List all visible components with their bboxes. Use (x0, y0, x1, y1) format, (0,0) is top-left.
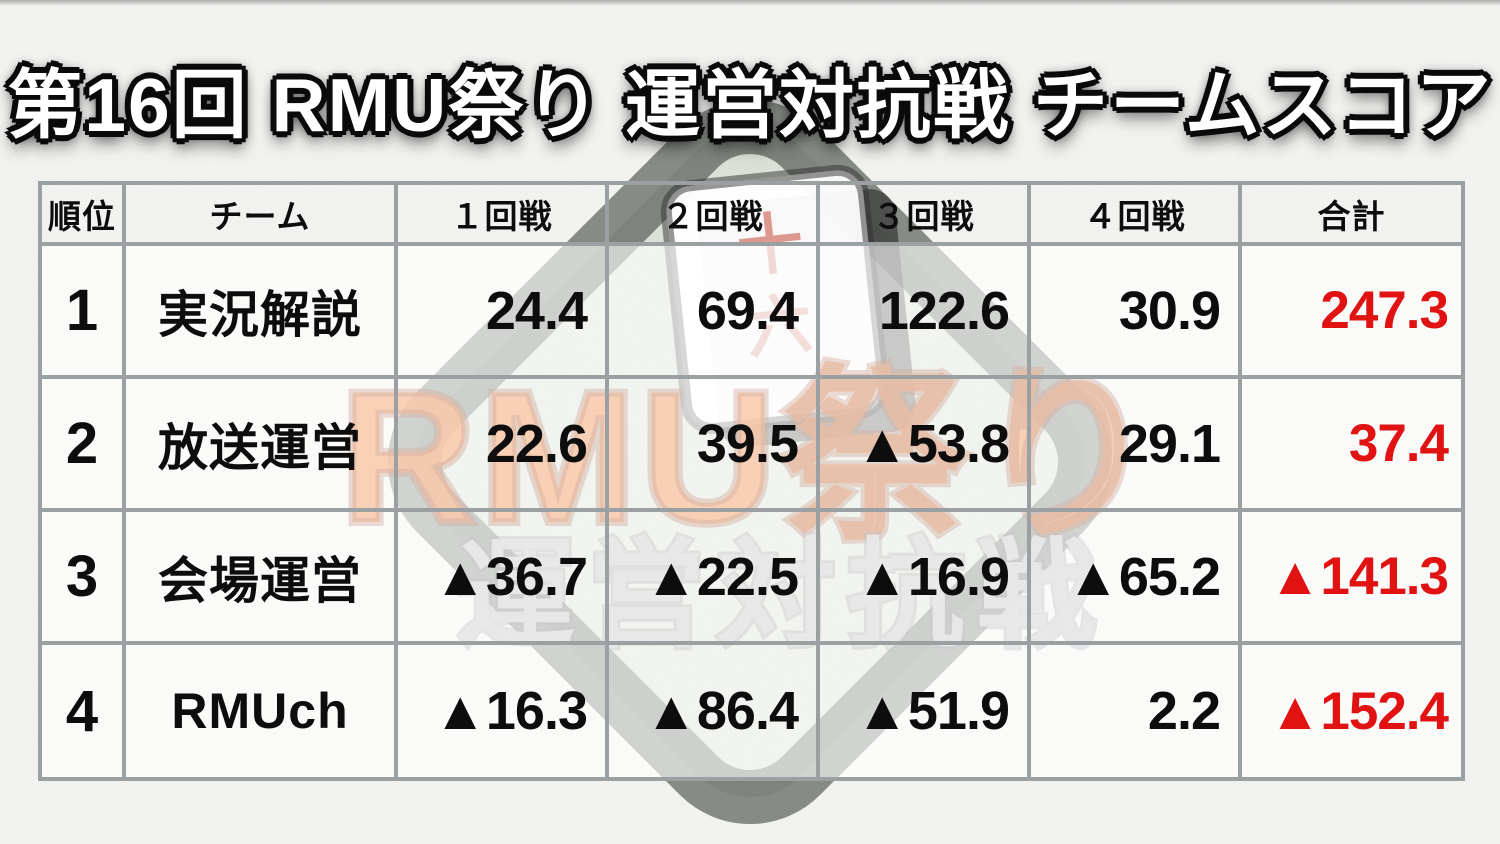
col-header-total: 合計 (1242, 185, 1461, 246)
team-cell: 会場運営 (126, 512, 398, 645)
total-cell: 247.3 (1242, 246, 1461, 379)
score-cell-round3: ▲16.9 (820, 512, 1031, 645)
total-cell: ▲141.3 (1242, 512, 1461, 645)
col-header-rank: 順位 (42, 185, 126, 246)
score-cell-round1: 24.4 (398, 246, 609, 379)
score-cell-round2: 69.4 (609, 246, 820, 379)
col-header-round2: ２回戦 (609, 185, 820, 246)
rank-cell: 3 (42, 512, 126, 645)
score-cell-round1: ▲36.7 (398, 512, 609, 645)
rank-cell: 4 (42, 645, 126, 777)
page-top-shadow (0, 0, 1500, 6)
total-cell: ▲152.4 (1242, 645, 1461, 777)
score-cell-round1: ▲16.3 (398, 645, 609, 777)
score-cell-round4: 2.2 (1031, 645, 1242, 777)
page-title: 第16回 RMU祭り 運営対抗戦 チームスコア (7, 63, 1493, 147)
score-cell-round1: 22.6 (398, 379, 609, 512)
score-cell-round2: 39.5 (609, 379, 820, 512)
score-cell-round3: ▲51.9 (820, 645, 1031, 777)
rank-cell: 2 (42, 379, 126, 512)
score-cell-round2: ▲22.5 (609, 512, 820, 645)
score-cell-round3: 122.6 (820, 246, 1031, 379)
team-cell: RMUch (126, 645, 398, 777)
col-header-round4: ４回戦 (1031, 185, 1242, 246)
col-header-team: チーム (126, 185, 398, 246)
col-header-round3: ３回戦 (820, 185, 1031, 246)
score-cell-round3: ▲53.8 (820, 379, 1031, 512)
team-score-table: 順位 チーム １回戦 ２回戦 ３回戦 ４回戦 合計 1 実況解説 24.4 69… (38, 181, 1465, 781)
score-cell-round4: 30.9 (1031, 246, 1242, 379)
score-cell-round2: ▲86.4 (609, 645, 820, 777)
team-cell: 放送運営 (126, 379, 398, 512)
score-cell-round4: ▲65.2 (1031, 512, 1242, 645)
col-header-round1: １回戦 (398, 185, 609, 246)
total-cell: 37.4 (1242, 379, 1461, 512)
team-cell: 実況解説 (126, 246, 398, 379)
score-cell-round4: 29.1 (1031, 379, 1242, 512)
rank-cell: 1 (42, 246, 126, 379)
